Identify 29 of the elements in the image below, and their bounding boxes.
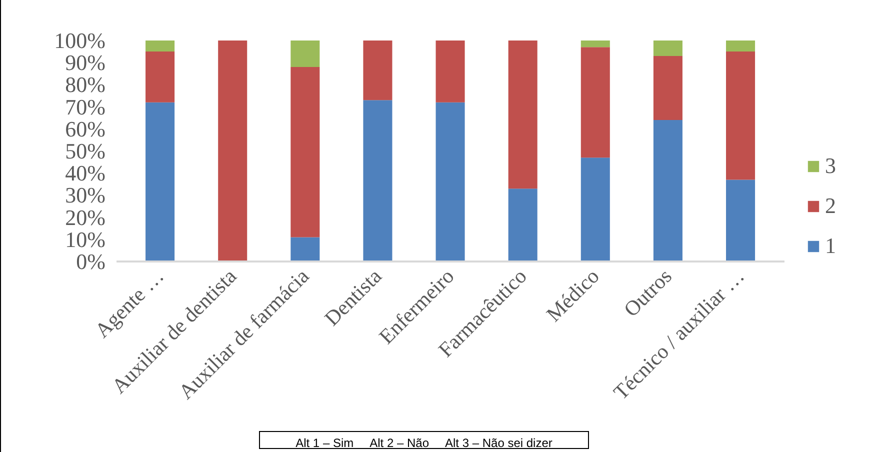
legend-label: 3	[825, 153, 837, 179]
bar	[290, 237, 320, 262]
bar	[580, 158, 610, 262]
bar	[726, 180, 756, 262]
bar	[363, 40, 392, 100]
legend-label: 1	[825, 233, 837, 259]
bar	[363, 100, 392, 262]
text: Alt 1 – Sim Alt 2 – Não Alt 3 – Não sei dizer	[296, 435, 552, 452]
bar	[146, 102, 175, 262]
bar	[436, 102, 465, 262]
bar	[218, 40, 248, 262]
bar	[146, 52, 175, 102]
bar	[653, 120, 682, 262]
legend-label: 2	[825, 193, 837, 219]
y-tick-label: 100%	[54, 28, 106, 53]
bar	[653, 40, 682, 56]
y-tick-label: 50%	[65, 138, 106, 164]
bar	[580, 47, 610, 158]
bar	[726, 40, 756, 52]
bar	[146, 40, 175, 52]
bar	[508, 188, 538, 262]
y-tick-label: 0%	[76, 249, 106, 274]
bar	[290, 67, 320, 238]
bar	[653, 56, 682, 120]
bar	[290, 40, 320, 68]
bar	[436, 40, 465, 102]
bar	[580, 40, 610, 48]
bar	[508, 40, 538, 189]
bar	[726, 52, 756, 180]
